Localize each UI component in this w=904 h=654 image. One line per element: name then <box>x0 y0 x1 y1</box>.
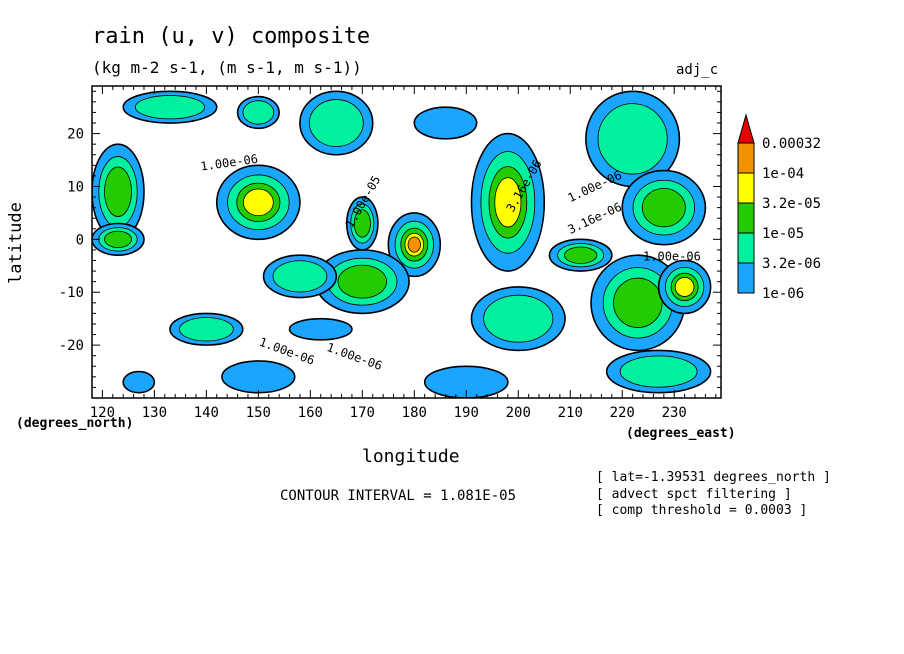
chart-title: rain (u, v) composite <box>92 24 371 49</box>
contour-band-13-2 <box>641 187 686 228</box>
contour-band-10-1 <box>272 260 328 293</box>
x-tick-label-2: 140 <box>194 405 219 421</box>
colorbar-label-2: 3.2e-05 <box>762 196 821 212</box>
x-tick-label-9: 210 <box>558 405 583 421</box>
contour-label-3: 1.00e-06 <box>643 250 701 264</box>
contour-label-5: 3.16e-06 <box>566 200 624 237</box>
contour-band-19-1 <box>179 317 234 342</box>
contour-band-15-2 <box>613 277 663 328</box>
contour-band-23-0 <box>288 317 353 341</box>
contour-band-16-3 <box>674 277 695 297</box>
x-axis-units: (degrees_east) <box>626 426 736 441</box>
colorbar-label-4: 3.2e-06 <box>762 256 821 272</box>
y-tick-label-4: 20 <box>67 127 84 143</box>
x-axis-label: longitude <box>362 446 460 467</box>
colorbar-label-3: 1e-05 <box>762 226 804 242</box>
y-tick-label-0: -20 <box>59 338 84 354</box>
colorbar-label-0: 0.00032 <box>762 136 821 152</box>
note-latitude: [ lat=-1.39531 degrees_north ] <box>596 470 831 485</box>
colorbar-swatch-5 <box>737 262 755 294</box>
colorbar-label-5: 1e-06 <box>762 286 804 302</box>
contour-band-18-1 <box>619 355 698 388</box>
contour-band-21-0 <box>221 360 296 394</box>
colorbar-swatch-1 <box>737 142 755 174</box>
contour-band-2-3 <box>242 188 274 217</box>
y-axis-units: (degrees_north) <box>16 416 134 431</box>
rain-contour-fields <box>92 90 712 398</box>
note-threshold: [ comp threshold = 0.0003 ] <box>596 503 808 518</box>
colorbar-swatch-4 <box>737 232 755 264</box>
y-tick-label-3: 10 <box>67 179 84 195</box>
contour-band-12-1 <box>597 103 668 175</box>
contour-band-4-1 <box>242 100 275 125</box>
chart-units-subtitle: (kg m-2 s-1, (m s-1, m s-1)) <box>92 58 362 77</box>
x-tick-label-5: 170 <box>350 405 375 421</box>
note-filtering: [ advect spct filtering ] <box>596 487 792 502</box>
contour-band-8-2 <box>337 264 388 299</box>
contour-band-5-1 <box>308 99 364 147</box>
colorbar-legend: 0.00032 1e-04 3.2e-05 1e-05 3.2e-06 1e-06 <box>737 113 821 302</box>
plot-frame <box>91 85 722 399</box>
x-tick-label-10: 220 <box>610 405 635 421</box>
y-tick-label-1: -10 <box>59 285 84 301</box>
contour-band-7-4 <box>407 236 421 253</box>
y-tick-label-2: 0 <box>76 232 84 248</box>
x-tick-label-7: 190 <box>454 405 479 421</box>
colorbar-label-1: 1e-04 <box>762 166 804 182</box>
contour-band-11-3 <box>494 177 522 228</box>
colorbar-arrow <box>737 113 755 144</box>
x-tick-label-3: 150 <box>246 405 271 421</box>
x-tick-label-4: 160 <box>298 405 323 421</box>
x-tick-label-6: 180 <box>402 405 427 421</box>
contour-band-0-2 <box>104 166 132 217</box>
contour-band-9-2 <box>353 209 371 238</box>
contour-band-22-0 <box>122 370 156 394</box>
contour-band-3-1 <box>134 95 205 120</box>
x-tick-label-8: 200 <box>506 405 531 421</box>
contour-label-4: 1.00e-06 <box>566 168 624 205</box>
contour-label-2: 1.00e-06 <box>325 340 384 373</box>
x-tick-label-0: 120 <box>90 405 115 421</box>
axes: 120 130 140 150 160 170 180 190 200 210 220 230-20-… <box>59 86 721 421</box>
contour-interval-text: CONTOUR INTERVAL = 1.081E-05 <box>280 488 517 504</box>
contour-band-17-1 <box>483 294 554 343</box>
colorbar-swatch-3 <box>737 202 755 234</box>
x-tick-label-11: 230 <box>662 405 687 421</box>
contour-band-6-0 <box>413 106 478 140</box>
contour-band-1-2 <box>104 230 132 249</box>
x-tick-label-1: 130 <box>142 405 167 421</box>
dataset-tag: adj_c <box>676 62 719 78</box>
contour-band-14-2 <box>564 246 598 264</box>
colorbar-swatch-2 <box>737 172 755 204</box>
